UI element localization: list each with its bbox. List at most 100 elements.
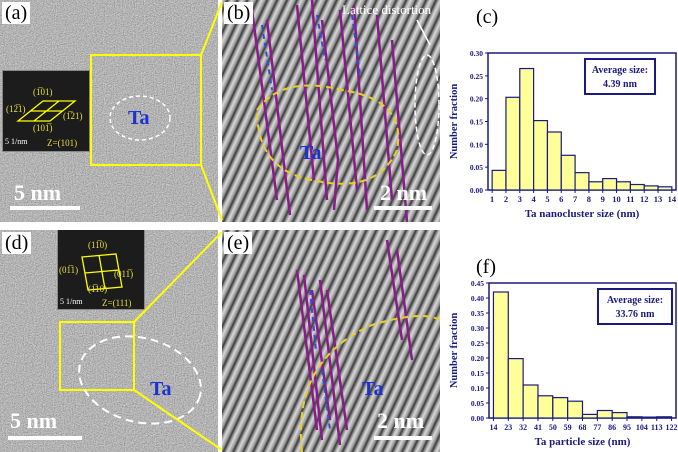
x-tick-label: 1: [490, 194, 494, 204]
x-tick-label: 41: [534, 423, 542, 432]
average-size-box: [597, 288, 673, 325]
histogram-bar: [596, 409, 613, 419]
ta-label: Ta: [300, 142, 322, 164]
x-tick-label: 95: [623, 423, 631, 432]
histogram-bar: [505, 96, 521, 191]
histogram-bar: [581, 413, 598, 419]
y-tick-label: 0.20: [471, 354, 484, 363]
histogram-bar: [643, 185, 659, 191]
spot-label: (12̅1): [6, 104, 26, 114]
y-tick-label: 0.25: [471, 339, 484, 348]
x-tick-label: 10: [612, 194, 621, 204]
y-tick-label: 0.20: [470, 95, 483, 104]
histogram-bar: [546, 131, 562, 191]
y-tick-label: 0.00: [471, 414, 484, 423]
histogram-bar: [533, 119, 549, 191]
panel-label-e: (e): [224, 232, 253, 254]
y-tick-label: 0.15: [471, 369, 484, 378]
scale-label: 2 nm: [380, 180, 428, 205]
scale-label: 5 nm: [10, 408, 58, 433]
panel-label-d: (d): [2, 232, 32, 254]
histogram-bar: [560, 154, 576, 191]
scale-bar: [8, 436, 82, 440]
y-tick-label: 0.05: [471, 399, 484, 408]
x-tick-label: 32: [519, 423, 527, 432]
histogram-bar: [567, 400, 584, 419]
histogram-bar: [641, 416, 658, 419]
y-tick-label: 0.45: [471, 279, 484, 288]
average-size-title: Average size:: [607, 295, 663, 306]
x-tick-label: 59: [564, 423, 572, 432]
y-tick-label: 0.25: [470, 72, 483, 81]
average-size-value: 4.39 nm: [603, 79, 638, 90]
x-tick-label: 14: [668, 194, 677, 204]
panel-e-filtered-image: (e) Ta 2 nm: [222, 230, 440, 452]
panel-c-histogram: (c) 1 2 3 4 5 6 7 8 9 10 11 12 13 14 0.00 0.05 0.10 0.15 0…: [440, 0, 678, 222]
x-tick-label: 23: [504, 423, 512, 432]
spot-label: (101̅): [33, 123, 53, 133]
zone-axis: Z=(101): [47, 138, 78, 148]
x-tick-label: 86: [608, 423, 616, 432]
scale-bar: [374, 206, 432, 210]
x-tick-label: 68: [579, 423, 587, 432]
panel-label-c: (c): [476, 6, 499, 28]
x-tick-label: 11: [626, 194, 634, 204]
x-tick-label: 122: [666, 423, 678, 432]
panel-a-tem-image: (a) (1̅01) (12̅1) (1̅21) (101̅) 5 1/nm Z…: [0, 0, 218, 222]
spot-label: (11̅0): [88, 240, 108, 250]
ta-label: Ta: [128, 107, 150, 129]
y-tick-label: 0.00: [470, 186, 483, 195]
x-tick-label: 3: [518, 194, 522, 204]
inset-scale: 5 1/nm: [5, 137, 28, 146]
x-axis-label: Ta nanocluster size (nm): [525, 208, 640, 220]
average-size-title: Average size:: [592, 65, 648, 76]
x-tick-label: 7: [573, 194, 578, 204]
x-tick-label: 2: [504, 194, 508, 204]
scale-label: 2 nm: [377, 408, 425, 433]
histogram-bar: [656, 416, 673, 419]
panel-f-histogram: (f) 14 23 32 41 50 59 68 77 86 95 104 113 122 0.00 0.0…: [440, 230, 678, 452]
inset-scale: 5 1/nm: [60, 297, 83, 306]
fft-inset-d: (11̅0) (01̅1) (011̅) (1̅10) 5 1/nm Z=(11…: [57, 230, 145, 310]
panel-label-f: (f): [476, 256, 496, 278]
x-tick-label: 13: [654, 194, 663, 204]
y-tick-label: 0.15: [470, 118, 483, 127]
panel-label-a: (a): [2, 2, 31, 24]
x-tick-label: 6: [559, 194, 563, 204]
ta-label: Ta: [150, 378, 172, 400]
y-tick-label: 0.35: [471, 309, 484, 318]
histogram-bar: [574, 172, 590, 191]
y-tick-label: 0.10: [471, 384, 484, 393]
y-tick-label: 0.30: [471, 324, 484, 333]
x-tick-label: 104: [636, 423, 648, 432]
y-axis-label: Number fraction: [449, 84, 460, 159]
lattice-distortion-annotation: Lattice distortion: [342, 2, 432, 17]
histogram-bar: [602, 177, 618, 191]
spot-label: (1̅21): [63, 111, 83, 121]
y-tick-label: 0.05: [470, 163, 483, 172]
histogram-bar: [629, 183, 645, 191]
scale-bar: [374, 436, 432, 440]
y-tick-label: 0.10: [470, 140, 483, 149]
average-size-box: [584, 58, 656, 95]
x-tick-label: 12: [640, 194, 649, 204]
y-axis-label: Number fraction: [449, 313, 460, 388]
x-tick-label: 14: [489, 423, 497, 432]
x-tick-label: 5: [545, 194, 549, 204]
histogram-bar: [657, 186, 673, 191]
ta-label: Ta: [362, 378, 384, 400]
histogram-bar: [507, 358, 524, 419]
y-tick-label: 0.30: [470, 49, 483, 58]
panel-d-tem-image: (d) (11̅0) (01̅1) (011̅) (1̅10) 5 1/nm Z…: [0, 230, 218, 452]
x-tick-label: 50: [549, 423, 557, 432]
histogram-bar: [588, 181, 604, 191]
histogram-bar: [615, 181, 631, 191]
spot-label: (1̅01): [33, 87, 53, 97]
x-tick-label: 77: [593, 423, 601, 432]
x-tick-label: 113: [651, 423, 663, 432]
x-tick-label: 8: [587, 194, 591, 204]
x-axis-label: Ta particle size (nm): [535, 436, 631, 448]
histogram-bar: [492, 291, 509, 419]
spot-label: (011̅): [114, 269, 134, 279]
histogram-bar: [626, 416, 643, 419]
